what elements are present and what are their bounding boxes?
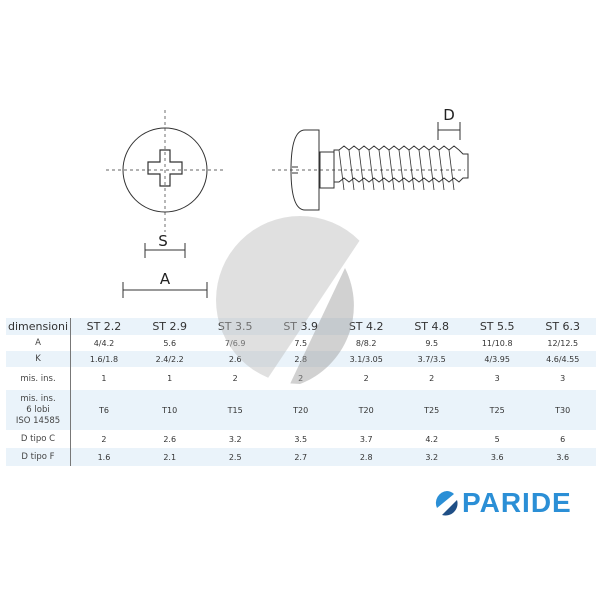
table-cell: 4.6/4.55 (529, 351, 596, 367)
table-cell: 4.2 (425, 434, 439, 444)
header-cell: ST 3.5 (202, 318, 268, 335)
table-cell: 9.5 (425, 338, 439, 348)
table-cell: 3.5 (294, 434, 308, 444)
table-cell: 2.7 (267, 448, 334, 466)
table-cell: 7/6.9 (224, 338, 246, 348)
table-cell: 3.2 (398, 448, 465, 466)
table-cell: 2 (101, 434, 107, 444)
table-cell: 3.2 (228, 434, 242, 444)
label-a: A (160, 270, 171, 288)
table-cell: 3.6 (529, 448, 596, 466)
table-cell: 3.6 (464, 448, 530, 466)
dimension-a (122, 282, 208, 298)
table-cell: 1.6/1.8 (70, 351, 137, 367)
screw-technical-drawing: S A D (106, 106, 469, 298)
row-label-line: ISO 14585 (15, 415, 61, 426)
table-cell: 3.7 (359, 434, 373, 444)
table-cell: 2.4/2.2 (136, 351, 203, 367)
table-cell: 1 (101, 374, 107, 383)
header-cell: ST 6.3 (529, 318, 596, 335)
table-cell: 2.5 (202, 448, 268, 466)
header-cell: dimensioni (6, 318, 71, 335)
table-cell: 2 (298, 374, 304, 383)
table-cell: T10 (136, 390, 203, 430)
dimensions-table: dimensioni ST 2.2 ST 2.9 ST 3.5 ST 3.9 S… (6, 318, 596, 466)
table-cell: 2.8 (267, 351, 334, 367)
row-label: mis. ins. 6 lobi ISO 14585 (6, 390, 71, 430)
header-cell: ST 5.5 (464, 318, 530, 335)
table-row: K 1.6/1.8 2.4/2.2 2.6 2.8 3.1/3.05 3.7/3… (6, 351, 596, 367)
row-label: D tipo F (6, 448, 71, 466)
header-cell: ST 2.2 (70, 318, 137, 335)
dimension-s (144, 243, 186, 258)
row-label: mis. ins. (6, 367, 71, 390)
table-cell: T25 (464, 390, 530, 430)
row-label: K (6, 351, 71, 367)
table-row: D tipo C 2 2.6 3.2 3.5 3.7 4.2 5 6 (6, 430, 596, 448)
table-cell: 7.5 (294, 338, 308, 348)
table-row: mis. ins. 1 1 2 2 2 2 3 3 (6, 367, 596, 390)
table-cell: 8/8.2 (355, 338, 377, 348)
row-label: D tipo C (6, 430, 71, 448)
table-cell: 5.6 (163, 338, 177, 348)
table-cell: T15 (202, 390, 268, 430)
table-cell: 3 (560, 374, 566, 383)
row-label-line: 6 lobi (26, 404, 50, 415)
table-cell: 3.1/3.05 (333, 351, 399, 367)
table-cell: 4/4.2 (93, 338, 115, 348)
label-d: D (443, 106, 455, 124)
table-cell: 3.7/3.5 (398, 351, 465, 367)
screw-side-view (272, 129, 469, 211)
label-s: S (158, 232, 168, 250)
table-cell: 1 (167, 374, 173, 383)
header-cell: ST 2.9 (136, 318, 203, 335)
header-cell: ST 3.9 (267, 318, 334, 335)
table-cell: 11/10.8 (481, 338, 513, 348)
row-label-line: mis. ins. (20, 393, 56, 404)
table-cell: 2 (429, 374, 435, 383)
table-cell: T20 (333, 390, 399, 430)
screw-head-front-view (106, 110, 226, 232)
table-cell: T25 (398, 390, 465, 430)
header-cell: ST 4.8 (398, 318, 465, 335)
table-cell: 2.6 (202, 351, 268, 367)
table-cell: 2 (232, 374, 238, 383)
table-cell: 2.1 (136, 448, 203, 466)
dimension-d (437, 122, 461, 140)
table-cell: T30 (529, 390, 596, 430)
table-cell: 4/3.95 (464, 351, 530, 367)
table-cell: 2.6 (163, 434, 177, 444)
table-cell: 2.8 (333, 448, 399, 466)
table-row: mis. ins. 6 lobi ISO 14585 T6 T10 T15 T2… (6, 390, 596, 430)
row-label: A (6, 335, 71, 351)
table-row: D tipo F 1.6 2.1 2.5 2.7 2.8 3.2 3.6 3.6 (6, 448, 596, 466)
table-cell: 5 (494, 434, 500, 444)
logo-mark-icon (435, 491, 458, 516)
table-cell: T20 (267, 390, 334, 430)
header-cell: ST 4.2 (333, 318, 399, 335)
table-cell: 3 (494, 374, 500, 383)
table-cell: 2 (363, 374, 369, 383)
table-cell: 6 (560, 434, 566, 444)
table-header-row: dimensioni ST 2.2 ST 2.9 ST 3.5 ST 3.9 S… (6, 318, 596, 335)
logo-text: PARIDE (462, 487, 572, 518)
table-row: A 4/4.2 5.6 7/6.9 7.5 8/8.2 9.5 11/10.8 … (6, 335, 596, 351)
paride-logo: PARIDE (434, 488, 596, 518)
table-cell: 12/12.5 (547, 338, 579, 348)
table-cell: 1.6 (70, 448, 137, 466)
table-cell: T6 (70, 390, 137, 430)
